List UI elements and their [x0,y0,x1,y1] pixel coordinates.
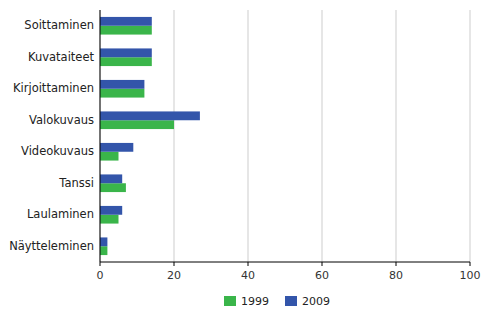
bar [100,174,122,183]
chart-container: 0 20 40 60 80 100 Soittaminen Kuvataiteet Kirjoi… [0,0,488,329]
chart: 0 20 40 60 80 100 Soittaminen Kuvataiteet Kirjoi… [0,0,488,329]
legend-label: 2009 [302,295,330,308]
x-tick-label: 40 [241,269,255,282]
x-tick [248,262,249,266]
category-label: Kirjoittaminen [13,81,94,95]
legend: 1999 2009 [224,295,330,308]
category-label: Näytteleminen [9,239,94,253]
grid-line [470,10,471,262]
bar [100,206,122,215]
grid-line [248,10,249,262]
legend-swatch [285,296,297,306]
x-tick-label: 60 [315,269,329,282]
grid-line [174,10,175,262]
x-tick [470,262,471,266]
bar [100,143,133,152]
category-label: Soittaminen [24,18,94,32]
category-label: Videokuvaus [21,144,94,158]
x-tick-label: 0 [97,269,104,282]
category-label: Laulaminen [27,207,94,221]
bar [100,26,152,35]
category-label: Kuvataiteet [28,50,95,64]
x-tick [396,262,397,266]
bar [100,215,119,224]
bar [100,80,144,89]
bar [100,183,126,192]
bar [100,152,119,161]
x-tick [174,262,175,266]
grid [100,10,470,262]
bars [100,17,200,255]
grid-line [396,10,397,262]
x-tick [100,262,101,266]
x-axis-line [100,262,470,263]
legend-swatch [224,296,236,306]
bar [100,120,174,129]
x-tick-label: 100 [460,269,481,282]
x-tick [322,262,323,266]
bar [100,246,107,255]
bar [100,111,200,120]
category-label: Tanssi [58,176,94,190]
bar [100,48,152,57]
x-tick-label: 80 [389,269,403,282]
y-axis-line [100,10,101,262]
grid-line [322,10,323,262]
bar [100,89,144,98]
grid-line [100,10,101,262]
category-label: Valokuvaus [29,113,94,127]
legend-label: 1999 [241,295,269,308]
bar [100,17,152,26]
bar [100,237,107,246]
bar [100,57,152,66]
x-tick-label: 20 [167,269,181,282]
